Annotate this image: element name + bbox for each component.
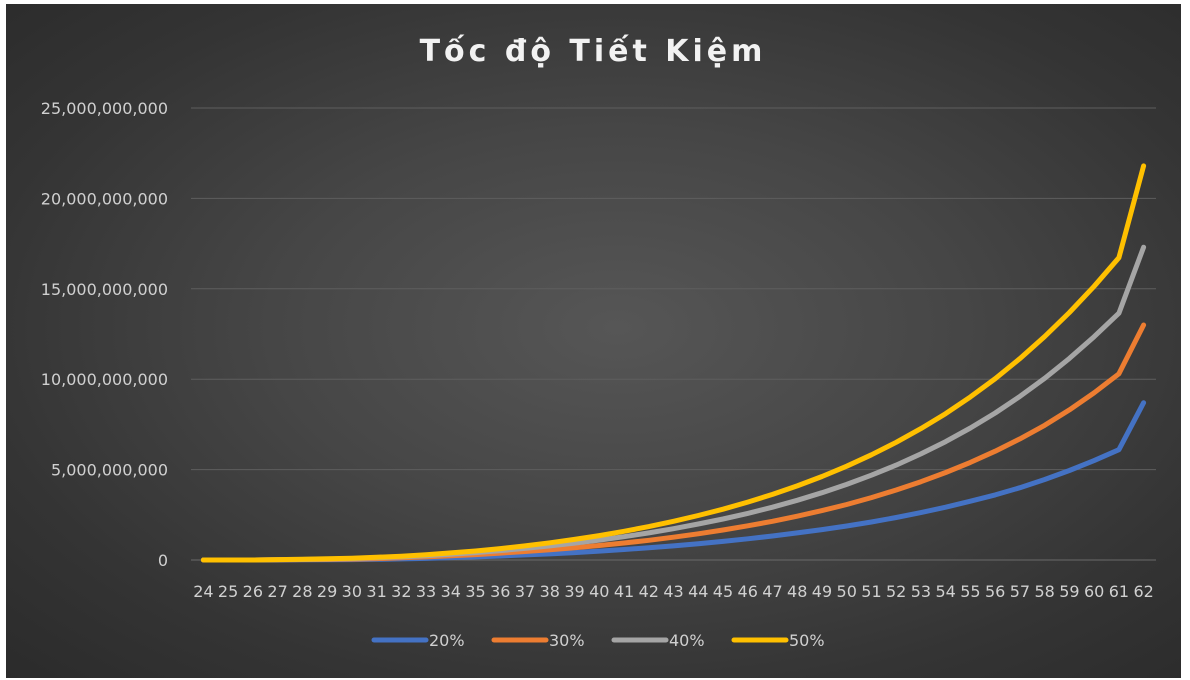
x-tick-label: 34 bbox=[441, 582, 461, 601]
x-tick-label: 56 bbox=[985, 582, 1005, 601]
x-tick-label: 60 bbox=[1084, 582, 1104, 601]
legend-label: 20% bbox=[429, 631, 465, 650]
x-tick-label: 42 bbox=[639, 582, 659, 601]
y-tick-label: 25,000,000,000 bbox=[41, 99, 168, 118]
x-tick-label: 26 bbox=[243, 582, 263, 601]
x-tick-label: 49 bbox=[812, 582, 832, 601]
x-tick-label: 33 bbox=[416, 582, 436, 601]
chart-title: Tốc độ Tiết Kiệm bbox=[420, 34, 767, 69]
x-tick-label: 61 bbox=[1109, 582, 1129, 601]
x-tick-label: 36 bbox=[490, 582, 510, 601]
x-tick-label: 37 bbox=[515, 582, 535, 601]
series-line-30pct bbox=[200, 322, 1147, 563]
y-tick-label: 10,000,000,000 bbox=[41, 370, 168, 389]
legend-label: 30% bbox=[549, 631, 585, 650]
x-tick-label: 35 bbox=[465, 582, 485, 601]
x-tick-label: 44 bbox=[688, 582, 708, 601]
x-tick-label: 55 bbox=[960, 582, 980, 601]
x-tick-label: 32 bbox=[391, 582, 411, 601]
x-tick-label: 46 bbox=[738, 582, 758, 601]
x-tick-label: 29 bbox=[317, 582, 337, 601]
x-tick-label: 30 bbox=[342, 582, 362, 601]
legend: 20% 30% 40% 50% bbox=[371, 631, 825, 650]
x-tick-label: 43 bbox=[663, 582, 683, 601]
x-tick-label: 53 bbox=[911, 582, 931, 601]
series-line-50pct bbox=[200, 163, 1147, 563]
x-tick-label: 50 bbox=[837, 582, 857, 601]
x-tick-label: 58 bbox=[1034, 582, 1054, 601]
y-tick-label: 15,000,000,000 bbox=[41, 280, 168, 299]
x-tick-label: 31 bbox=[366, 582, 386, 601]
x-tick-label: 25 bbox=[218, 582, 238, 601]
y-axis-tick-labels: 0 5,000,000,000 10,000,000,000 15,000,000,0… bbox=[41, 99, 168, 570]
x-tick-label: 24 bbox=[193, 582, 213, 601]
chart-area: Tốc độ Tiết Kiệm 0 5,000,000,000 10,000,00… bbox=[6, 4, 1181, 678]
x-tick-label: 45 bbox=[713, 582, 733, 601]
x-tick-label: 40 bbox=[589, 582, 609, 601]
x-tick-label: 41 bbox=[614, 582, 634, 601]
x-tick-label: 27 bbox=[267, 582, 287, 601]
y-tick-label: 5,000,000,000 bbox=[51, 461, 168, 480]
x-tick-label: 54 bbox=[935, 582, 955, 601]
x-tick-label: 62 bbox=[1133, 582, 1153, 601]
legend-label: 50% bbox=[789, 631, 825, 650]
x-tick-label: 59 bbox=[1059, 582, 1079, 601]
x-tick-label: 57 bbox=[1010, 582, 1030, 601]
x-tick-label: 51 bbox=[861, 582, 881, 601]
x-tick-label: 47 bbox=[762, 582, 782, 601]
y-tick-label: 20,000,000,000 bbox=[41, 189, 168, 208]
x-tick-label: 48 bbox=[787, 582, 807, 601]
line-chart: Tốc độ Tiết Kiệm 0 5,000,000,000 10,000,00… bbox=[41, 34, 1156, 650]
y-tick-label: 0 bbox=[158, 551, 168, 570]
x-tick-label: 52 bbox=[886, 582, 906, 601]
x-axis-tick-labels: 24 25 26 27 28 29 30 31 32 33 34 35 36 37 38 39 40 41 42 43… bbox=[193, 582, 1154, 601]
x-tick-label: 28 bbox=[292, 582, 312, 601]
series-lines bbox=[200, 163, 1147, 563]
x-tick-label: 39 bbox=[564, 582, 584, 601]
series-line-40pct bbox=[200, 244, 1147, 563]
x-tick-label: 38 bbox=[540, 582, 560, 601]
legend-label: 40% bbox=[669, 631, 705, 650]
gridlines bbox=[191, 107, 1156, 561]
